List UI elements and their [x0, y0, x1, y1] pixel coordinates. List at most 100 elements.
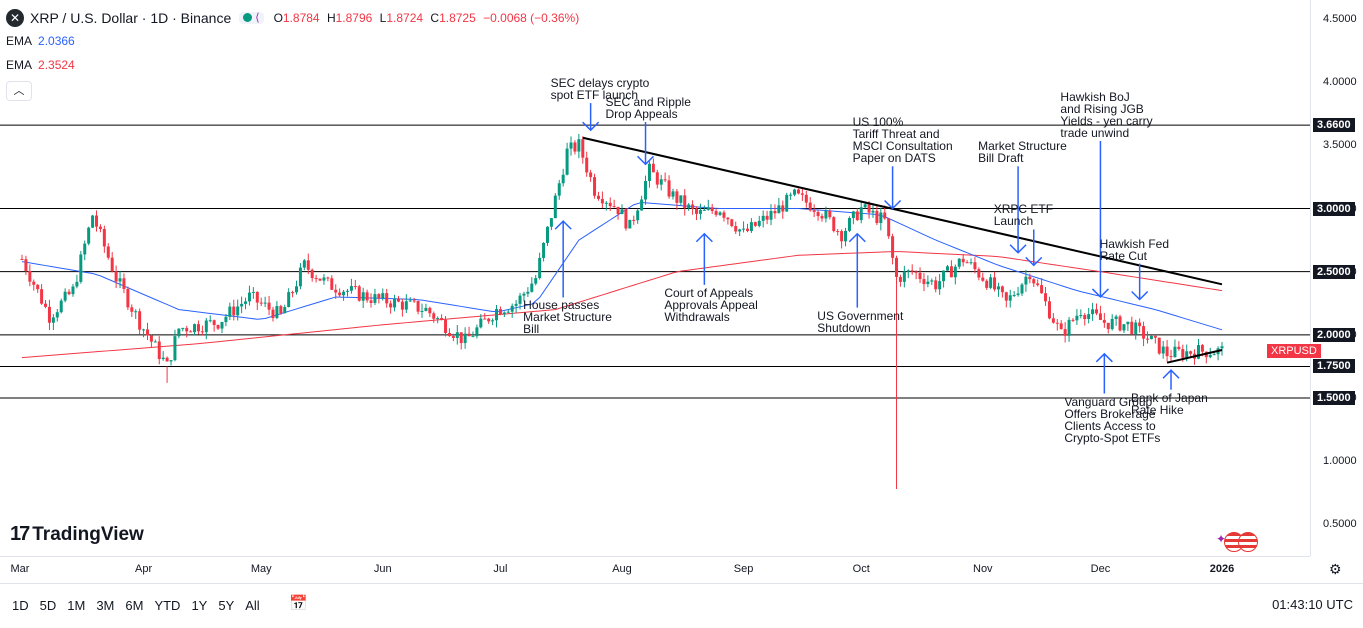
annotation-label: XRPC ETF Launch — [993, 202, 1054, 229]
price-chart[interactable] — [0, 0, 1310, 556]
flag-badges[interactable]: ✦ — [1216, 532, 1259, 552]
range-button-1d[interactable]: 1D — [12, 598, 29, 613]
candle-body — [585, 157, 589, 173]
candle-body — [542, 242, 546, 258]
candle-body — [738, 229, 742, 232]
symbol-flags[interactable]: ⟨ — [239, 12, 264, 24]
collapse-legend-button[interactable]: ︿ — [6, 81, 32, 101]
candle-body — [228, 306, 232, 317]
candle-body — [459, 332, 463, 344]
candle-body — [483, 318, 487, 320]
candle-body — [1110, 318, 1114, 330]
candle-body — [302, 260, 306, 268]
candle-body — [1051, 318, 1055, 323]
arrow-head-icon — [884, 199, 902, 210]
candle-body — [149, 335, 153, 342]
candle-body — [424, 307, 428, 312]
candle-body — [373, 294, 377, 303]
time-tick-label: Apr — [135, 563, 153, 575]
range-button-all[interactable]: All — [245, 598, 260, 613]
low-value: 1.8724 — [386, 11, 424, 25]
time-axis[interactable]: Mar Apr May Jun Jul Aug Sep Oct Nov Dec 2026 — [0, 556, 1310, 583]
candle-body — [1008, 295, 1012, 301]
candle-body — [436, 318, 440, 320]
candle-body — [604, 202, 608, 204]
key-level-badge: 1.5000 — [1313, 391, 1355, 406]
date-range-button[interactable]: 📅 — [289, 594, 308, 612]
range-button-5y[interactable]: 5Y — [218, 598, 235, 613]
candle-body — [87, 227, 91, 244]
candle-body — [1040, 285, 1044, 294]
candle-body — [691, 204, 695, 209]
tradingview-logo[interactable]: 17 TradingView — [10, 523, 144, 546]
key-level-badge: 3.6600 — [1313, 118, 1355, 133]
range-button-1y[interactable]: 1Y — [191, 598, 208, 613]
candle-body — [836, 231, 840, 233]
candle-body — [216, 324, 220, 329]
candle-body — [749, 222, 753, 232]
arrow-head-icon — [636, 155, 655, 166]
candle-body — [808, 202, 812, 211]
candle-body — [165, 357, 169, 362]
candle-body — [267, 302, 271, 310]
candle-body — [432, 313, 436, 319]
candle-body — [565, 148, 569, 175]
candle-body — [79, 254, 83, 282]
range-button-5d[interactable]: 5D — [39, 598, 57, 613]
chart-area[interactable]: ✕ XRP / U.S. Dollar · 1D · Binance ⟨ O1.… — [0, 0, 1310, 556]
candle-body — [244, 301, 248, 304]
trendline — [582, 136, 1223, 286]
candle-body — [761, 215, 765, 221]
candle-body — [1220, 346, 1224, 349]
range-button-ytd[interactable]: YTD — [154, 598, 181, 613]
candle-body — [789, 194, 793, 196]
candle-body — [530, 283, 534, 292]
range-button-6m[interactable]: 6M — [125, 598, 144, 613]
candle-body — [710, 207, 714, 212]
candle-body — [24, 259, 28, 272]
candle-body — [377, 294, 381, 299]
ema-slow-legend[interactable]: EMA 2.3524 — [6, 58, 75, 72]
us-flag-icon — [1238, 532, 1259, 552]
candle-body — [820, 216, 824, 219]
candle-body — [906, 270, 910, 272]
range-button-1m[interactable]: 1M — [67, 598, 86, 613]
xrp-logo-icon: ✕ — [6, 9, 24, 27]
price-tick-label: 4.5000 — [1323, 12, 1357, 25]
candle-body — [91, 215, 95, 228]
candle-body — [926, 281, 930, 285]
candle-body — [796, 189, 800, 194]
price-axis[interactable]: 0.5000 1.0000 1.5000 2.0000 2.5000 3.0000 3.50… — [1267, 0, 1363, 556]
candle-body — [447, 332, 451, 337]
clock[interactable]: 01:43:10 UTC — [1272, 597, 1353, 612]
candle-body — [1161, 346, 1165, 354]
candle-body — [898, 276, 902, 282]
time-tick-label: Jun — [373, 563, 392, 575]
candle-body — [942, 270, 946, 282]
time-tick-label: Mar — [10, 563, 30, 575]
candle-body — [1157, 337, 1161, 354]
candle-body — [310, 269, 314, 278]
candle-body — [1122, 324, 1126, 331]
candle-body — [887, 218, 891, 237]
candle-body — [659, 179, 663, 185]
candle-body — [420, 311, 424, 313]
candle-body — [471, 336, 475, 338]
settings-button[interactable]: ⚙ — [1329, 561, 1342, 578]
candle-body — [1091, 309, 1095, 315]
ema-slow-line — [21, 251, 1223, 359]
candle-body — [902, 271, 906, 282]
price-tick-label: 3.5000 — [1323, 139, 1357, 152]
tv-logo-text: TradingView — [32, 523, 144, 545]
candle-body — [679, 195, 683, 203]
ema-fast-legend[interactable]: EMA 2.0366 — [6, 34, 75, 48]
candle-body — [1138, 322, 1142, 327]
candle-body — [726, 217, 730, 220]
candle-body — [557, 183, 561, 196]
candle-body — [455, 332, 459, 338]
annotation-label: Hawkish Fed Rate Cut — [1099, 236, 1169, 263]
range-button-3m[interactable]: 3M — [96, 598, 115, 613]
candle-body — [106, 246, 110, 258]
candle-body — [918, 272, 922, 280]
candle-body — [479, 318, 483, 328]
